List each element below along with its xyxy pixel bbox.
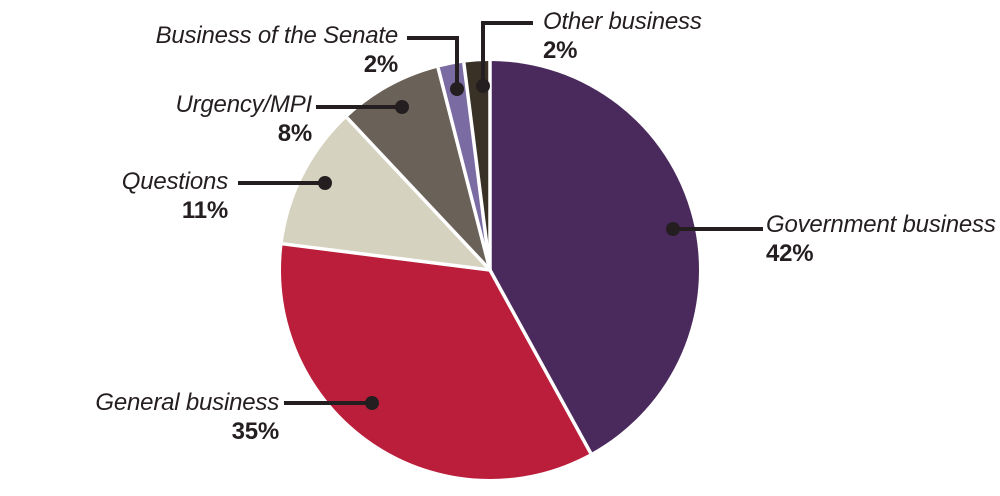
callout-line-business-of-the-senate bbox=[407, 36, 459, 89]
slice-label-urgency-mpi: Urgency/MPI 8% bbox=[175, 90, 312, 148]
slice-name: Government business bbox=[766, 211, 996, 238]
slice-separator bbox=[345, 116, 492, 272]
slice-label-other-business: Other business 2% bbox=[543, 7, 702, 65]
slice-label-business-of-the-senate: Business of the Senate 2% bbox=[155, 21, 399, 79]
slice-label-general-business: General business 35% bbox=[95, 388, 279, 446]
slice-name: Other business bbox=[543, 8, 702, 35]
slice-name: Urgency/MPI bbox=[175, 91, 312, 118]
slice-separator bbox=[436, 67, 492, 271]
callout-line-other-business bbox=[481, 21, 533, 86]
slice-percentage: 35% bbox=[231, 418, 280, 445]
pie-slice-urgency-mpi bbox=[346, 67, 490, 270]
slice-percentage: 11% bbox=[181, 197, 228, 224]
slice-percentage: 8% bbox=[277, 120, 312, 147]
callout-dot-questions bbox=[318, 176, 332, 190]
slice-label-government-business: Government business 42% bbox=[766, 210, 996, 268]
callout-dot-business-of-the-senate bbox=[450, 82, 464, 96]
slice-name: General business bbox=[95, 389, 279, 416]
pie-slice-general-business bbox=[281, 243, 591, 480]
callout-dot-general-business bbox=[365, 396, 379, 410]
slice-percentage: 2% bbox=[363, 51, 398, 78]
callout-dot-government-business bbox=[666, 222, 680, 236]
slice-separator bbox=[462, 62, 492, 271]
slice-separator bbox=[488, 269, 593, 454]
pie-slice-government-business bbox=[490, 61, 700, 454]
pie-slice-questions bbox=[282, 117, 490, 271]
callout-dot-other-business bbox=[476, 79, 490, 93]
slice-name: Business of the Senate bbox=[155, 22, 399, 49]
slice-label-questions: Questions 11% bbox=[122, 167, 228, 225]
slice-percentage: 42% bbox=[766, 240, 814, 267]
slice-separator bbox=[282, 242, 491, 272]
slice-percentage: 2% bbox=[543, 37, 578, 64]
slice-name: Questions bbox=[121, 168, 228, 195]
callout-dot-urgency-mpi bbox=[395, 100, 409, 114]
